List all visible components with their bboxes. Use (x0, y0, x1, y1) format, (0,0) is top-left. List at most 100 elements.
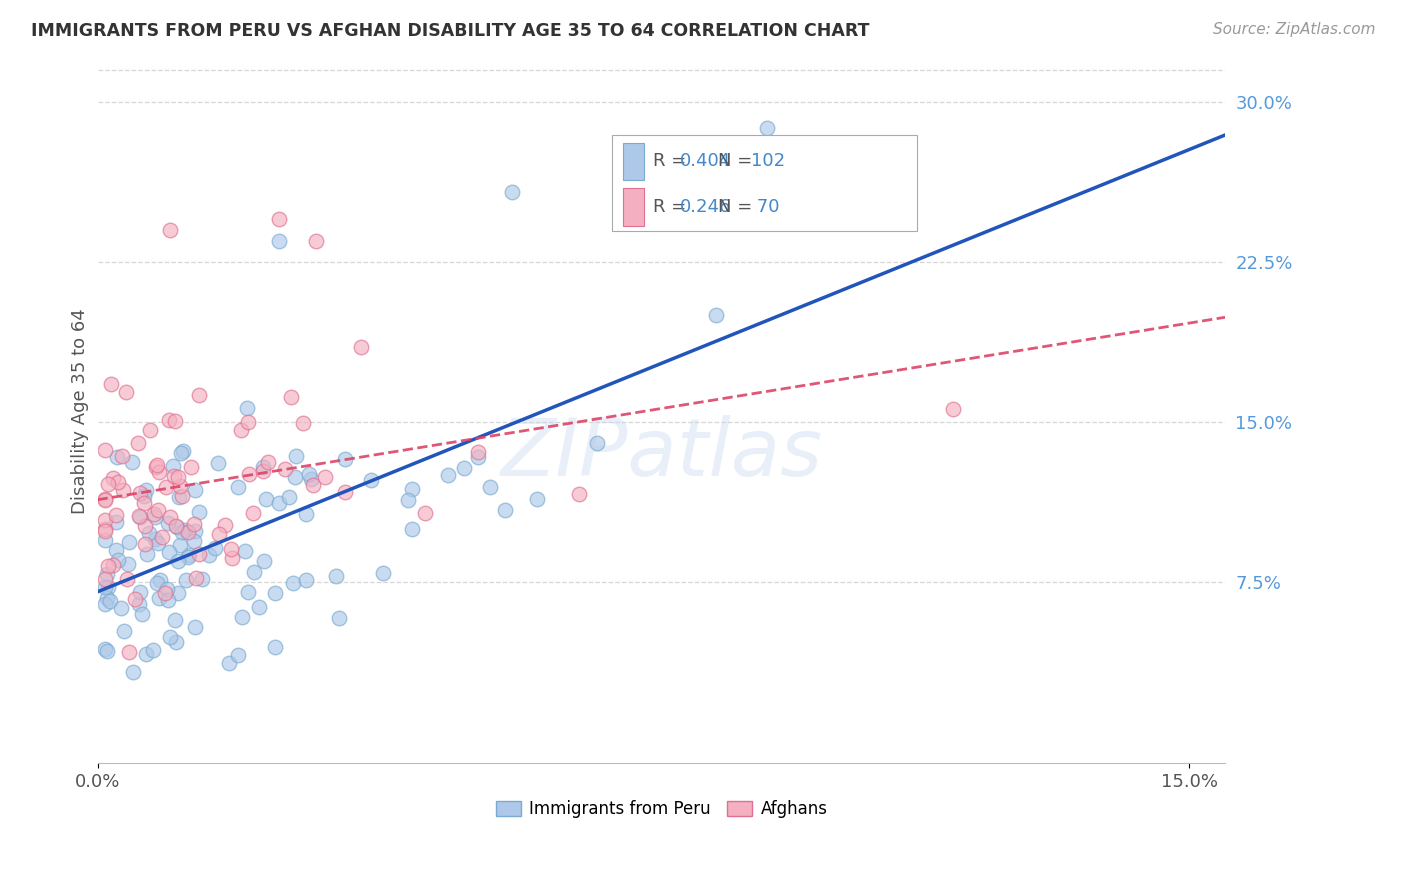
Text: R =: R = (652, 198, 692, 216)
Point (190, 572, 212, 586)
Point (94, 572, 117, 586)
Point (167, 470, 190, 484)
Point (568, 487, 591, 501)
Point (105, 508, 128, 522)
Point (314, 470, 336, 484)
Text: 0.246: 0.246 (681, 198, 731, 216)
Point (128, 509, 150, 524)
Point (94, 597, 117, 611)
Point (96, 644, 118, 658)
Point (278, 490, 301, 504)
Point (156, 516, 179, 530)
Point (110, 601, 132, 615)
Point (97, 580, 120, 594)
Point (100, 377, 122, 392)
Point (501, 185, 523, 199)
Point (467, 445, 489, 459)
Point (94, 493, 117, 508)
Point (183, 517, 205, 532)
Point (128, 485, 150, 500)
Point (174, 573, 197, 587)
Point (325, 569, 347, 583)
Point (166, 520, 188, 534)
Point (104, 516, 127, 530)
Point (257, 454, 280, 468)
Point (183, 483, 205, 497)
Point (349, 340, 371, 354)
Point (98, 593, 121, 607)
Point (180, 459, 202, 474)
Point (165, 635, 187, 649)
Point (121, 455, 143, 469)
Point (134, 519, 156, 533)
Point (299, 472, 322, 486)
Point (242, 506, 264, 520)
Point (145, 460, 167, 475)
Point (94, 642, 117, 657)
Point (131, 607, 153, 622)
Point (333, 452, 356, 467)
Point (253, 554, 276, 568)
Point (198, 548, 221, 562)
Point (233, 544, 256, 558)
Text: Source: ZipAtlas.com: Source: ZipAtlas.com (1212, 22, 1375, 37)
Point (238, 416, 260, 430)
Point (704, 309, 727, 323)
Point (138, 526, 160, 541)
Point (183, 524, 205, 538)
Point (142, 643, 165, 657)
Point (177, 548, 200, 562)
Text: N =: N = (718, 198, 758, 216)
Point (172, 443, 194, 458)
Point (305, 234, 328, 248)
Point (97, 559, 120, 574)
Point (97, 476, 120, 491)
Point (101, 471, 124, 485)
Point (145, 509, 167, 524)
Point (586, 436, 609, 450)
Point (146, 576, 169, 591)
Point (121, 665, 143, 679)
Point (401, 482, 423, 496)
Point (94, 514, 117, 528)
Point (169, 538, 191, 552)
Point (373, 566, 395, 580)
Point (146, 536, 169, 550)
Point (94, 523, 117, 537)
Point (942, 401, 965, 416)
Point (453, 461, 475, 475)
Point (228, 648, 250, 662)
Point (143, 532, 166, 546)
Point (252, 460, 274, 475)
Point (156, 593, 179, 607)
Point (218, 656, 240, 670)
Point (101, 558, 124, 572)
Point (129, 584, 152, 599)
Point (115, 384, 138, 399)
Point (118, 535, 141, 549)
Point (110, 449, 132, 463)
Point (173, 523, 195, 537)
Point (94, 443, 117, 458)
Point (177, 550, 200, 565)
Point (183, 534, 205, 549)
Point (157, 412, 180, 426)
Point (242, 566, 264, 580)
Point (479, 480, 502, 494)
Point (112, 624, 135, 638)
Point (94, 524, 117, 539)
Point (254, 492, 277, 507)
Point (229, 424, 252, 438)
Point (105, 450, 128, 464)
Point (162, 458, 184, 473)
Point (328, 611, 350, 625)
Point (128, 597, 150, 611)
Point (159, 630, 181, 644)
Point (187, 505, 209, 519)
Point (94, 491, 117, 506)
Point (274, 461, 297, 475)
Point (187, 547, 209, 561)
Point (169, 478, 191, 492)
Point (231, 610, 253, 624)
Point (252, 464, 274, 478)
